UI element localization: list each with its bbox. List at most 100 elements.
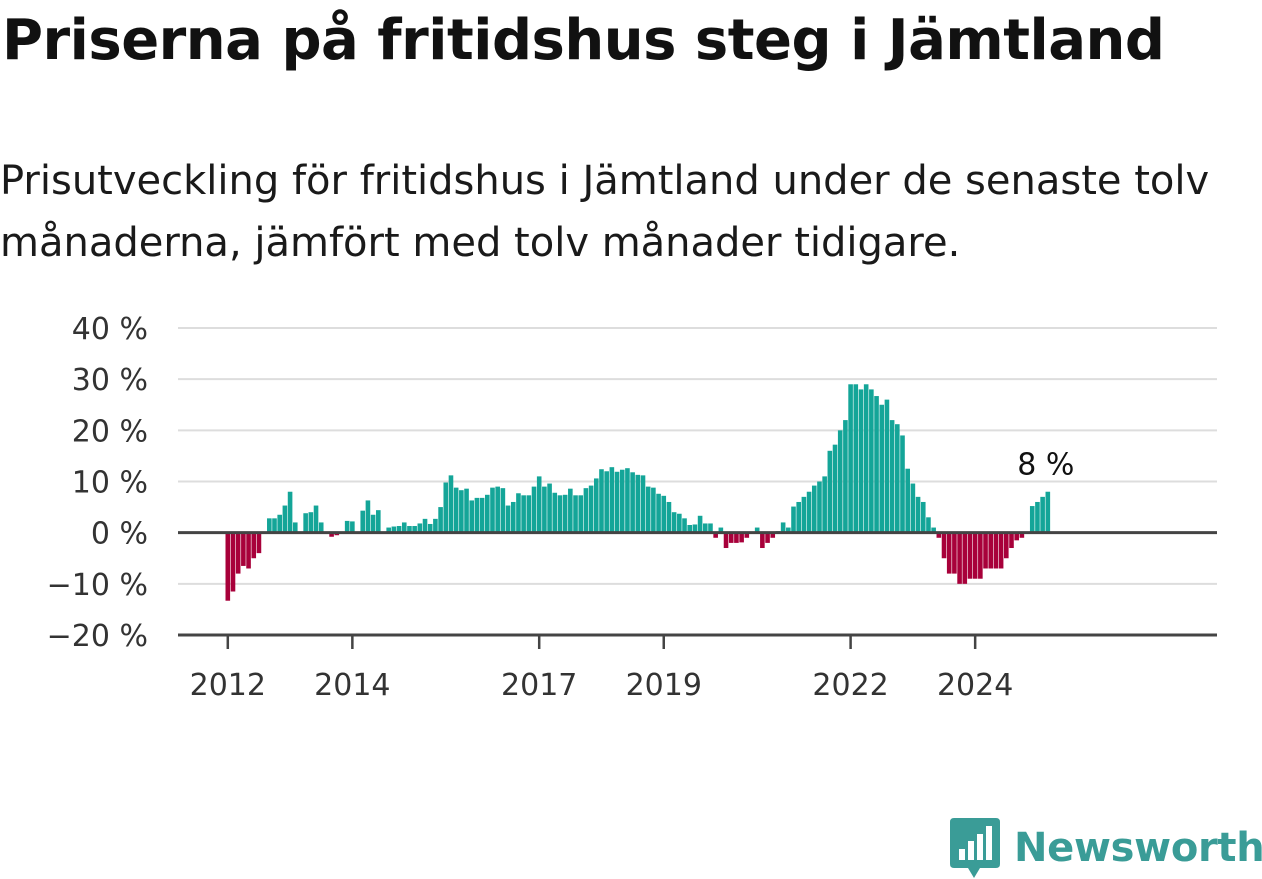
bar <box>609 467 615 533</box>
bar <box>604 471 609 533</box>
bar <box>459 490 464 533</box>
bar <box>661 495 667 533</box>
bar <box>344 520 350 533</box>
bar <box>246 532 251 569</box>
bar <box>552 492 558 533</box>
grid-lines <box>178 327 1217 585</box>
bar <box>671 512 677 533</box>
bar <box>490 487 495 533</box>
x-tick-label: 2024 <box>937 668 1013 700</box>
bar <box>267 518 272 533</box>
bar <box>972 532 978 579</box>
bar <box>666 501 672 533</box>
bar <box>599 469 604 533</box>
bar <box>962 532 968 584</box>
bar <box>1009 532 1014 549</box>
bar <box>495 486 500 533</box>
bar <box>521 495 526 533</box>
bar <box>438 507 443 533</box>
bar <box>516 493 521 533</box>
bar <box>562 494 568 533</box>
bar <box>952 532 957 574</box>
bar <box>697 515 703 533</box>
bar <box>505 505 511 533</box>
bar <box>583 488 589 533</box>
bar <box>718 527 724 533</box>
bar <box>542 486 547 533</box>
bar <box>225 532 231 601</box>
bar <box>811 485 817 533</box>
bar <box>329 532 334 537</box>
bar <box>500 488 506 533</box>
last-value-annotation: 8 % <box>1017 448 1074 483</box>
bar <box>910 483 916 533</box>
bar <box>760 532 765 549</box>
bar <box>889 420 895 533</box>
bar <box>770 532 776 538</box>
bar <box>988 532 994 569</box>
bar <box>370 514 376 533</box>
bar <box>282 505 288 533</box>
bar <box>376 510 381 533</box>
bar <box>417 523 423 533</box>
y-tick-label: 40 % <box>72 312 148 347</box>
bar <box>360 510 366 533</box>
bar <box>895 424 900 533</box>
bar <box>651 487 656 533</box>
bar <box>931 527 936 533</box>
newsworthy-logo-icon <box>950 818 1000 878</box>
bar <box>848 384 853 533</box>
bar <box>682 518 687 533</box>
bar <box>568 488 573 533</box>
bar <box>365 500 371 533</box>
bar <box>479 497 485 533</box>
bar <box>806 491 812 533</box>
bar <box>272 518 277 533</box>
bar <box>386 527 391 533</box>
y-tick-label: 30 % <box>72 363 148 398</box>
bar <box>391 526 397 533</box>
bar <box>817 481 822 533</box>
bar <box>464 488 469 533</box>
bar <box>946 532 952 574</box>
y-tick-label: −10 % <box>47 568 148 603</box>
brand-name: Newsworthy <box>1014 825 1262 871</box>
bar <box>412 526 417 533</box>
x-axis-labels: 2012 2014 2017 2019 2022 2024 <box>190 668 1014 700</box>
y-axis-labels: 40 % 30 % 20 % 10 % 0 % −10 % −20 % <box>47 312 148 654</box>
bar <box>1045 491 1051 533</box>
bar <box>427 523 433 533</box>
bar <box>350 521 355 533</box>
newsworthy-logo: Newsworthy <box>950 818 1262 878</box>
bar <box>998 532 1004 569</box>
bar <box>744 532 750 538</box>
bar <box>230 532 236 592</box>
bar <box>308 512 314 533</box>
bar <box>453 487 459 533</box>
bar <box>822 476 827 533</box>
bar <box>879 404 885 533</box>
bar <box>241 532 246 566</box>
bar <box>739 532 744 543</box>
bar <box>863 384 869 533</box>
bar <box>765 532 770 543</box>
bar <box>967 532 973 579</box>
bar <box>635 474 641 533</box>
bar <box>983 532 988 569</box>
bar <box>708 523 713 533</box>
bar <box>1014 532 1019 541</box>
bar <box>702 523 708 533</box>
bar <box>510 501 516 533</box>
bar <box>656 493 661 533</box>
x-tick-label: 2014 <box>314 668 390 700</box>
bar <box>287 491 293 533</box>
bar <box>801 496 807 533</box>
bar <box>941 532 947 559</box>
bar <box>754 527 760 533</box>
bar <box>843 420 848 533</box>
bar <box>588 485 594 533</box>
y-tick-label: −20 % <box>47 619 148 654</box>
chart-subtitle: Prisutveckling för fritidshus i Jämtland… <box>0 158 1210 266</box>
y-tick-label: 0 % <box>91 517 148 552</box>
bar <box>713 532 718 538</box>
